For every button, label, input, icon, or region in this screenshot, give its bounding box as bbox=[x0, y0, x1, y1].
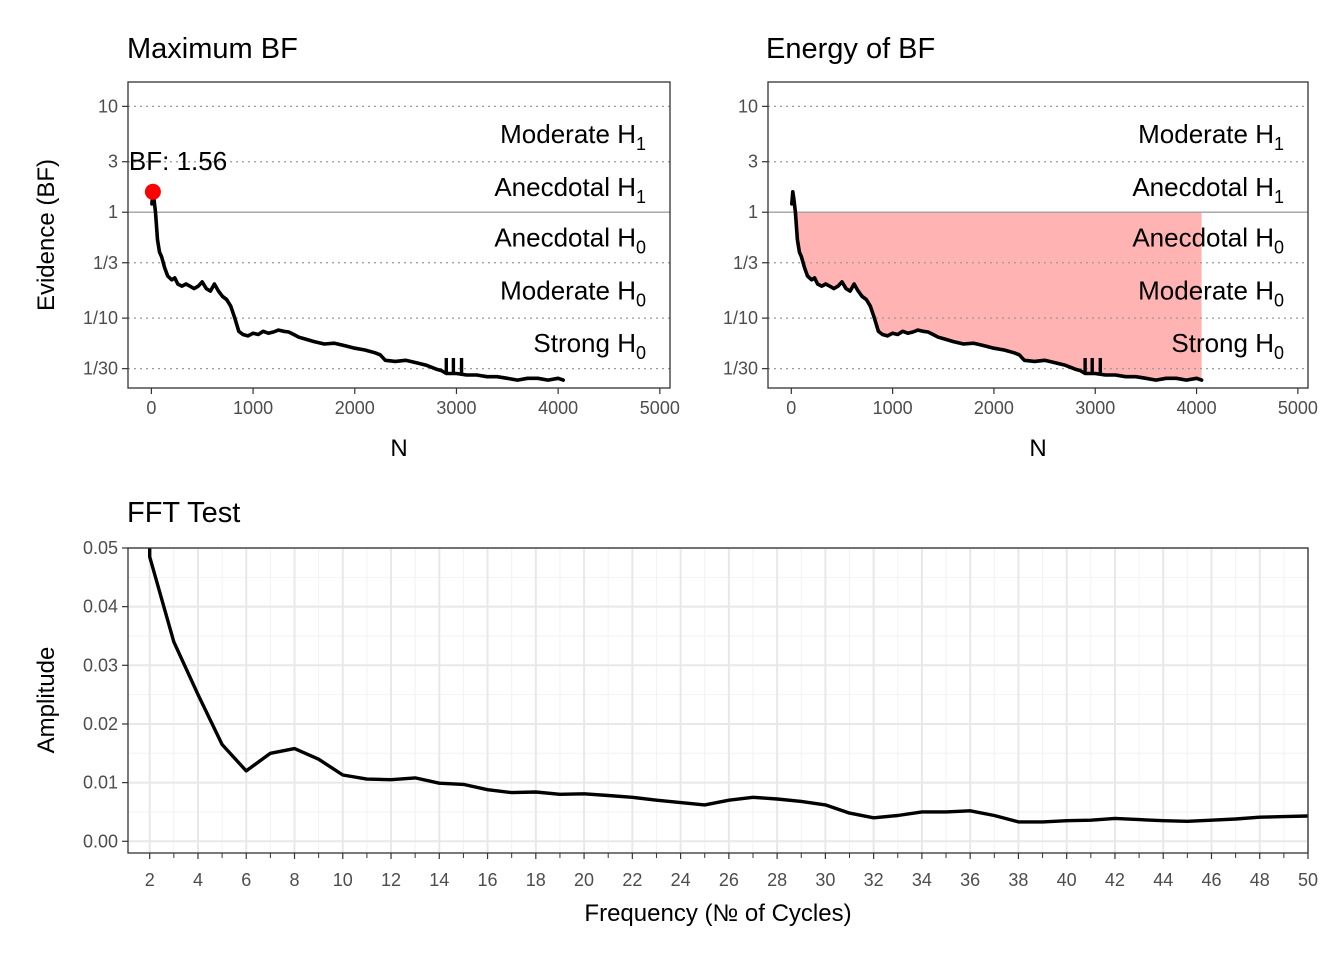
evidence-band-label: Moderate H0 bbox=[500, 275, 646, 310]
x-tick-label: 1000 bbox=[233, 398, 273, 418]
evidence-band-label: Moderate H0 bbox=[1138, 275, 1284, 310]
x-tick-label: 18 bbox=[526, 870, 546, 890]
x-tick-label: 22 bbox=[622, 870, 642, 890]
x-tick-label: 36 bbox=[960, 870, 980, 890]
max-bf-label: BF: 1.56 bbox=[129, 146, 227, 176]
x-tick-label: 10 bbox=[333, 870, 353, 890]
y-tick-label: 0.05 bbox=[83, 538, 118, 558]
x-tick-label: 42 bbox=[1105, 870, 1125, 890]
x-tick-label: 2000 bbox=[335, 398, 375, 418]
x-tick-label: 30 bbox=[815, 870, 835, 890]
y-tick-label: 10 bbox=[738, 96, 758, 116]
x-tick-label: 34 bbox=[912, 870, 932, 890]
y-tick-label: 3 bbox=[108, 152, 118, 172]
y-tick-label: 1 bbox=[108, 202, 118, 222]
x-tick-label: 2000 bbox=[974, 398, 1014, 418]
evidence-band-label: Strong H0 bbox=[1171, 328, 1284, 363]
fft-test-plot-border bbox=[127, 547, 1309, 854]
maximum-bf-x-axis-title: N bbox=[390, 435, 407, 462]
y-tick-label: 1/30 bbox=[83, 359, 118, 379]
evidence-band-label: Anecdotal H0 bbox=[1132, 223, 1284, 258]
y-tick-label: 3 bbox=[748, 152, 758, 172]
x-tick-label: 4 bbox=[193, 870, 203, 890]
y-tick-label: 0.00 bbox=[83, 831, 118, 851]
x-tick-label: 3000 bbox=[1075, 398, 1115, 418]
fft-test-x-axis-title: Frequency (№ of Cycles) bbox=[584, 900, 851, 927]
y-tick-label: 1/3 bbox=[733, 253, 758, 273]
bf-series-line bbox=[150, 190, 565, 382]
energy-of-bf-x-axis-title: N bbox=[1029, 435, 1046, 462]
x-tick-label: 46 bbox=[1201, 870, 1221, 890]
fft-amplitude-line bbox=[148, 548, 1309, 824]
maximum-bf-panel: Maximum BF Moderate H1 Anecdotal H1 Anecdo… bbox=[33, 33, 680, 462]
y-tick-label: 0.02 bbox=[83, 714, 118, 734]
y-tick-label: 1/3 bbox=[93, 253, 118, 273]
x-tick-label: 24 bbox=[671, 870, 691, 890]
x-tick-label: 0 bbox=[146, 398, 156, 418]
x-tick-label: 14 bbox=[429, 870, 449, 890]
x-tick-label: 26 bbox=[719, 870, 739, 890]
y-tick-label: 0.03 bbox=[83, 655, 118, 675]
y-tick-label: 1/10 bbox=[83, 308, 118, 328]
bf-series-line bbox=[790, 190, 1204, 382]
maximum-bf-plot-border bbox=[127, 81, 671, 389]
energy-of-bf-plot-border bbox=[767, 81, 1309, 389]
x-tick-label: 6 bbox=[241, 870, 251, 890]
x-tick-label: 16 bbox=[478, 870, 498, 890]
fft-test-y-axis-title: Amplitude bbox=[33, 647, 60, 754]
x-tick-label: 4000 bbox=[1177, 398, 1217, 418]
evidence-band-label: Strong H0 bbox=[533, 328, 646, 363]
x-tick-label: 20 bbox=[574, 870, 594, 890]
maximum-bf-y-axis-title: Evidence (BF) bbox=[33, 159, 60, 311]
x-tick-label: 3000 bbox=[436, 398, 476, 418]
y-tick-label: 1/10 bbox=[723, 308, 758, 328]
energy-of-bf-title: Energy of BF bbox=[766, 33, 935, 65]
y-tick-label: 1 bbox=[748, 202, 758, 222]
x-tick-label: 0 bbox=[786, 398, 796, 418]
evidence-band-label: Anecdotal H0 bbox=[494, 223, 646, 258]
evidence-band-label: Anecdotal H1 bbox=[1132, 172, 1284, 207]
energy-of-bf-panel: Energy of BF Moderate H1 Anecdotal H1 Anec… bbox=[723, 33, 1318, 462]
x-tick-label: 32 bbox=[864, 870, 884, 890]
energy-area-fill bbox=[791, 212, 1202, 381]
x-tick-label: 12 bbox=[381, 870, 401, 890]
x-tick-label: 50 bbox=[1298, 870, 1318, 890]
x-tick-label: 4000 bbox=[538, 398, 578, 418]
x-tick-label: 38 bbox=[1008, 870, 1028, 890]
x-tick-label: 48 bbox=[1250, 870, 1270, 890]
x-tick-label: 8 bbox=[289, 870, 299, 890]
x-tick-label: 44 bbox=[1153, 870, 1173, 890]
fft-test-title: FFT Test bbox=[127, 497, 240, 529]
evidence-band-label: Anecdotal H1 bbox=[494, 172, 646, 207]
x-tick-label: 28 bbox=[767, 870, 787, 890]
max-bf-point bbox=[144, 183, 161, 200]
y-tick-label: 0.04 bbox=[83, 597, 118, 617]
x-tick-label: 40 bbox=[1057, 870, 1077, 890]
maximum-bf-title: Maximum BF bbox=[127, 33, 298, 65]
x-tick-label: 5000 bbox=[640, 398, 680, 418]
y-tick-label: 1/30 bbox=[723, 359, 758, 379]
evidence-band-label: Moderate H1 bbox=[500, 119, 646, 154]
y-tick-label: 0.01 bbox=[83, 773, 118, 793]
x-tick-label: 5000 bbox=[1278, 398, 1318, 418]
evidence-band-label: Moderate H1 bbox=[1138, 119, 1284, 154]
fft-test-panel: FFT Test 0.000.010.020.030.040.05 2 4 6 8 10… bbox=[33, 497, 1318, 927]
x-tick-label: 2 bbox=[145, 870, 155, 890]
x-tick-label: 1000 bbox=[873, 398, 913, 418]
y-tick-label: 10 bbox=[98, 96, 118, 116]
